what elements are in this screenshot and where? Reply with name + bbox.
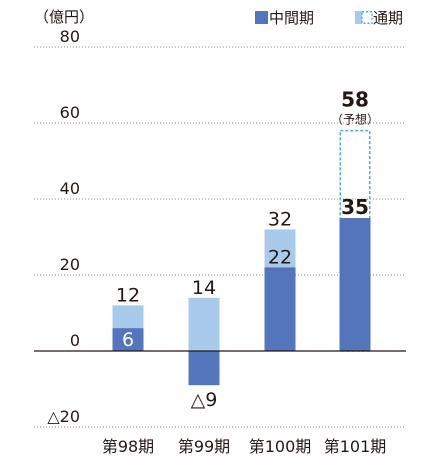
x-category-label: 第98期 xyxy=(102,437,154,456)
bars xyxy=(112,129,371,386)
value-label-full-year: 14 xyxy=(192,277,216,299)
x-category-label: 第100期 xyxy=(249,437,312,456)
value-label-interim: 22 xyxy=(268,246,292,268)
bar-interim xyxy=(188,351,220,386)
legend-swatch-interim xyxy=(255,11,268,24)
forecast-note: （予想） xyxy=(331,112,379,127)
y-tick-label: △20 xyxy=(47,407,80,426)
unit-label: （億円） xyxy=(34,8,94,26)
value-label-interim: 35 xyxy=(341,195,369,219)
bar-full-year xyxy=(188,297,220,351)
legend-label-interim: 中間期 xyxy=(269,9,314,27)
value-label-full-year-forecast: 58 xyxy=(341,88,369,112)
value-label-full-year: 32 xyxy=(268,208,292,230)
y-axis-ticks: 80 60 40 20 0 △20 xyxy=(47,27,80,426)
y-tick-label: 0 xyxy=(70,331,80,350)
bar-interim xyxy=(112,328,144,351)
bar-interim xyxy=(264,267,296,351)
y-tick-label: 20 xyxy=(60,255,80,274)
value-label-interim: △9 xyxy=(191,389,218,411)
x-category-label: 第101期 xyxy=(324,437,387,456)
x-category-label: 第99期 xyxy=(178,437,230,456)
value-label-interim: 6 xyxy=(122,329,134,351)
legend-label-full-year: 通期 xyxy=(373,9,403,27)
y-tick-label: 80 xyxy=(60,27,80,46)
y-tick-label: 60 xyxy=(60,103,80,122)
value-labels: 12 6 14 △9 32 22 58（予想） 35 xyxy=(116,88,379,412)
value-label-full-year: 12 xyxy=(116,284,140,306)
y-tick-label: 40 xyxy=(60,179,80,198)
legend: 中間期 通期 xyxy=(255,9,403,27)
legend-swatch-full-year-forecast xyxy=(361,11,373,24)
x-axis-categories: 第98期 第99期 第100期 第101期 xyxy=(102,437,386,456)
bar-interim xyxy=(339,218,371,351)
legend-swatch-full-year xyxy=(355,11,362,24)
